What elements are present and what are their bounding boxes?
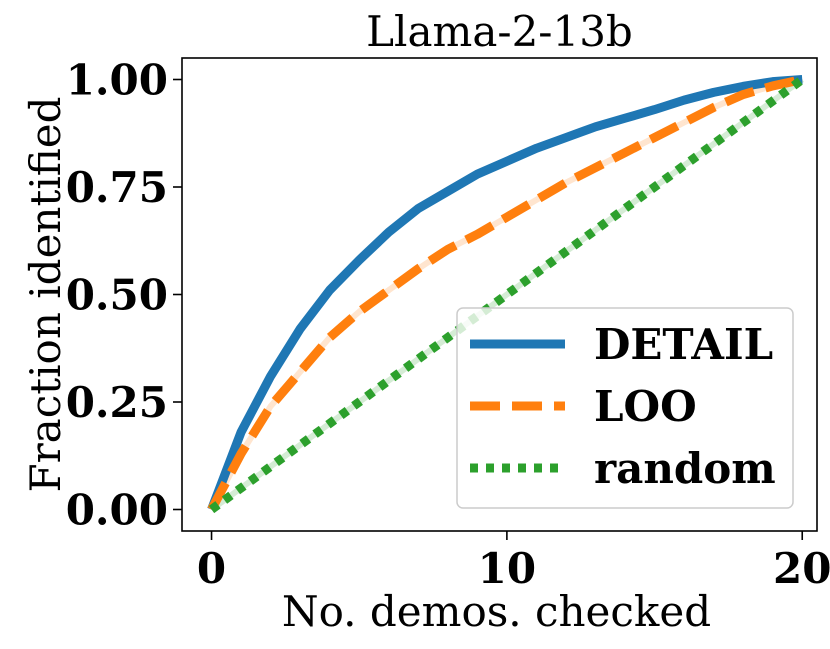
x-axis: 0 10 20 — [197, 531, 830, 593]
y-tick-label: 1.00 — [66, 56, 168, 105]
legend-label: LOO — [594, 382, 697, 431]
legend-frame — [456, 307, 794, 509]
x-tick-label: 20 — [773, 544, 830, 593]
y-tick-label: 0.00 — [66, 486, 168, 535]
y-axis-label: Fraction identified — [21, 96, 70, 492]
y-axis: 0.00 0.25 0.50 0.75 1.00 — [66, 56, 182, 535]
legend-label: random — [594, 444, 776, 493]
y-tick-label: 0.50 — [66, 271, 168, 320]
series-line — [208, 75, 805, 514]
x-tick-label: 10 — [478, 544, 536, 593]
series-lines — [207, 75, 805, 514]
chart-title: Llama-2-13b — [366, 7, 633, 56]
legend-label: DETAIL — [594, 320, 773, 369]
legend: DETAIL LOO random — [456, 307, 794, 509]
y-tick-label: 0.75 — [66, 163, 168, 212]
x-tick-label: 0 — [197, 544, 226, 593]
x-axis-label: No. demos. checked — [282, 587, 711, 636]
y-tick-label: 0.25 — [66, 378, 168, 427]
